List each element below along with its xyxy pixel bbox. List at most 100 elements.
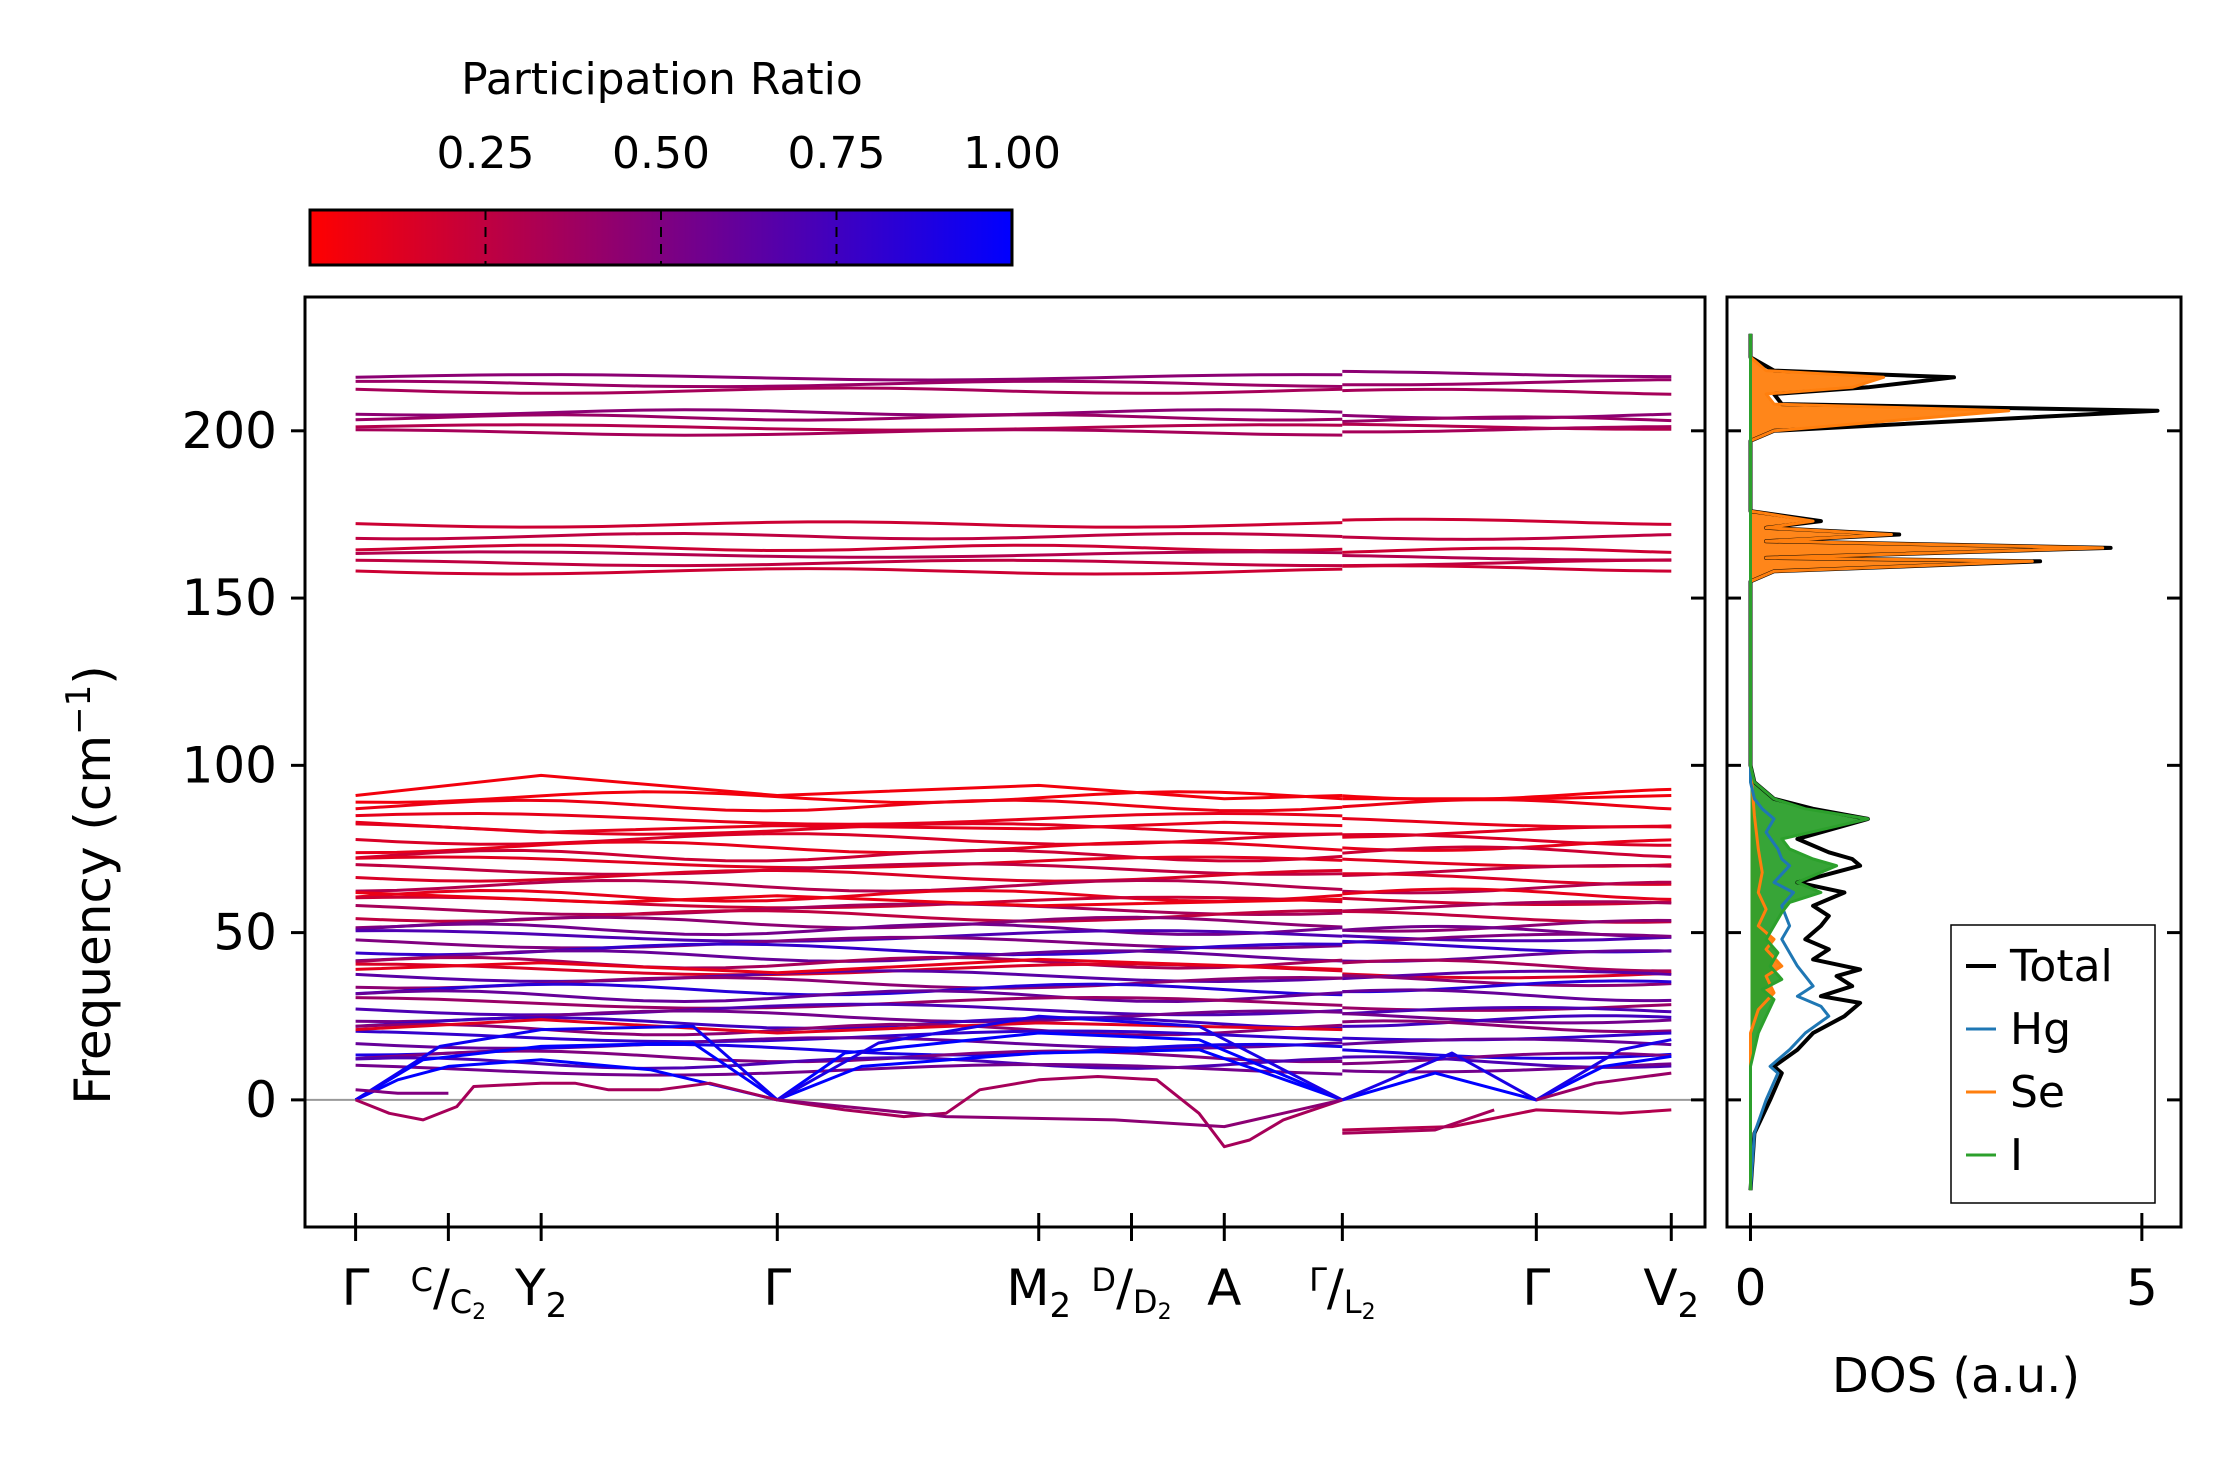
phonon-band <box>1342 517 1672 526</box>
phonon-band <box>1342 932 1672 945</box>
phonon-band <box>355 891 1343 908</box>
phonon-band <box>355 428 1343 437</box>
kpoint-label-from: D <box>1091 1261 1116 1299</box>
phonon-band <box>1342 1014 1672 1028</box>
kpoint-label-index: 2 <box>1678 1286 1700 1326</box>
kpoint-label-to-index: 2 <box>1362 1300 1376 1325</box>
phonon-band <box>355 373 1343 382</box>
kpoint-label-to: C <box>450 1283 472 1321</box>
dos-curves <box>1748 333 2160 1191</box>
phonon-band <box>355 1081 778 1122</box>
phonon-band <box>355 957 1343 975</box>
phonon-band <box>1342 546 1672 554</box>
phonon-band <box>355 862 1343 876</box>
dos-legend: Total Hg Se I <box>1950 924 2156 1204</box>
phonon-band <box>355 773 1343 801</box>
phonon-band <box>355 543 1343 553</box>
phonon-band <box>1342 425 1672 434</box>
phonon-band <box>355 955 1343 970</box>
kpoint-label-to: D <box>1133 1283 1158 1321</box>
phonon-band <box>777 1098 1343 1129</box>
phonon-band <box>355 888 1343 903</box>
phonon-band <box>355 935 1343 950</box>
legend-label: Se <box>2010 1067 2065 1118</box>
frequency-tick-label: 50 <box>213 904 277 962</box>
kpoint-label-letter: Y <box>514 1259 546 1317</box>
phonon-band <box>1342 369 1672 379</box>
colorbar-tick-label: 0.75 <box>788 128 886 179</box>
legend-label: Total <box>2009 941 2113 992</box>
dos-tick-label: 5 <box>2126 1259 2158 1317</box>
phonon-band <box>355 878 1343 893</box>
colorbar-tick-label: 0.50 <box>612 128 710 179</box>
frequency-unit-exponent: −1 <box>59 685 99 735</box>
kpoint-label-from: Γ <box>1309 1261 1327 1299</box>
phonon-band <box>1342 794 1672 801</box>
phonon-band <box>355 902 1343 917</box>
phonon-band <box>1342 969 1672 981</box>
kpoint-label-to: L <box>1344 1283 1362 1321</box>
kpoint-label-letter: Γ <box>1522 1259 1550 1317</box>
phonon-band <box>355 868 1343 883</box>
phonon-band <box>355 915 1343 930</box>
kpoint-label: A <box>1207 1259 1241 1317</box>
phonon-band <box>1342 1048 1672 1060</box>
phonon-band <box>1342 415 1672 423</box>
phonon-band <box>355 848 1343 863</box>
band-plot-frame <box>303 295 1707 1229</box>
kpoint-label: Γ <box>1522 1259 1550 1317</box>
colorbar: Participation Ratio 0.25 0.50 0.75 1.00 <box>308 54 1061 267</box>
frequency-tick-label: 0 <box>245 1071 277 1129</box>
phonon-band <box>776 1048 1343 1102</box>
phonon-band <box>1342 1006 1672 1016</box>
phonon-band <box>1342 1019 1672 1034</box>
phonon-band <box>1342 422 1672 431</box>
phonon-band <box>1342 378 1672 387</box>
phonon-band <box>1342 564 1672 573</box>
kpoint-label-to-index: 2 <box>1158 1300 1172 1325</box>
phonon-band <box>355 811 1343 826</box>
phonon-band <box>1342 988 1672 1003</box>
kpoint-label: V2 <box>1643 1259 1699 1326</box>
phonon-band <box>1342 798 1672 811</box>
phonon-band <box>355 1088 449 1095</box>
phonon-band <box>354 1024 779 1102</box>
phonon-band <box>776 1014 1343 1102</box>
phonon-band <box>355 558 1343 568</box>
kpoint-label: Γ <box>763 1259 791 1317</box>
phonon-band <box>355 531 1343 541</box>
kpoint-label: D/D2 <box>1091 1259 1171 1325</box>
phonon-band <box>355 423 1343 432</box>
kpoint-label-letter: M <box>1006 1259 1049 1317</box>
frequency-tick-label: 200 <box>182 402 277 460</box>
phonon-bands <box>354 369 1672 1149</box>
frequency-axis-label: Frequency (cm−1) <box>59 665 122 1105</box>
dos-tick-label: 0 <box>1735 1259 1767 1317</box>
phonon-band <box>1342 1037 1672 1047</box>
phonon-band <box>355 989 1343 1004</box>
phonon-band <box>777 1075 1343 1149</box>
kpoint-label: Γ/L2 <box>1309 1259 1376 1325</box>
frequency-tick-label: 100 <box>182 736 277 794</box>
phonon-band <box>1342 1108 1495 1135</box>
phonon-band <box>355 820 1343 834</box>
phonon-band <box>355 567 1343 576</box>
phonon-band <box>1342 845 1672 859</box>
kpoint-label: M2 <box>1006 1259 1071 1326</box>
phonon-band <box>1342 387 1672 396</box>
phonon-band <box>355 1016 1343 1030</box>
kpoint-label: Γ <box>342 1259 370 1317</box>
legend-frame <box>1950 924 2156 1204</box>
kpoint-label-letter: Γ <box>763 1259 791 1317</box>
kpoint-label-letter: Γ <box>342 1259 370 1317</box>
phonon-band <box>355 413 1343 422</box>
phonon-band <box>1342 533 1672 541</box>
phonon-band <box>1342 833 1672 847</box>
colorbar-title: Participation Ratio <box>461 54 863 105</box>
colorbar-tick-label: 0.25 <box>437 128 535 179</box>
phonon-band <box>355 379 1343 389</box>
kpoint-label-letter: A <box>1207 1259 1241 1317</box>
kpoint-label-to-index: 2 <box>472 1300 486 1325</box>
phonon-band <box>355 790 1343 804</box>
